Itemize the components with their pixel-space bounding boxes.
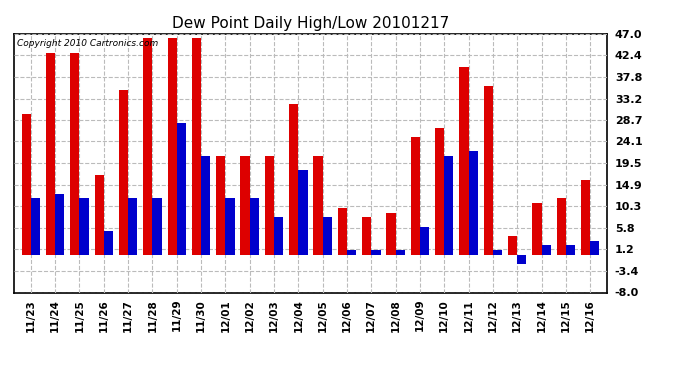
Bar [347, 250, 356, 255]
Bar [420, 226, 429, 255]
Bar [226, 198, 235, 255]
Bar [31, 198, 40, 255]
Bar [46, 53, 55, 255]
Text: Copyright 2010 Cartronics.com: Copyright 2010 Cartronics.com [17, 39, 158, 48]
Bar [566, 246, 575, 255]
Bar [250, 198, 259, 255]
Bar [542, 246, 551, 255]
Bar [469, 152, 477, 255]
Bar [119, 90, 128, 255]
Bar [70, 53, 79, 255]
Bar [79, 198, 89, 255]
Bar [411, 137, 420, 255]
Title: Dew Point Daily High/Low 20101217: Dew Point Daily High/Low 20101217 [172, 16, 449, 31]
Bar [323, 217, 332, 255]
Bar [128, 198, 137, 255]
Bar [104, 231, 113, 255]
Bar [313, 156, 323, 255]
Bar [152, 198, 161, 255]
Bar [274, 217, 284, 255]
Bar [265, 156, 274, 255]
Bar [484, 86, 493, 255]
Bar [192, 39, 201, 255]
Bar [337, 208, 347, 255]
Bar [557, 198, 566, 255]
Bar [493, 250, 502, 255]
Bar [435, 128, 444, 255]
Bar [177, 123, 186, 255]
Bar [21, 114, 31, 255]
Bar [386, 213, 395, 255]
Bar [460, 67, 469, 255]
Bar [55, 194, 64, 255]
Bar [444, 156, 453, 255]
Bar [532, 203, 542, 255]
Bar [216, 156, 226, 255]
Bar [95, 175, 103, 255]
Bar [508, 236, 518, 255]
Bar [371, 250, 381, 255]
Bar [395, 250, 405, 255]
Bar [518, 255, 526, 264]
Bar [590, 241, 600, 255]
Bar [240, 156, 250, 255]
Bar [362, 217, 371, 255]
Bar [289, 104, 298, 255]
Bar [298, 170, 308, 255]
Bar [168, 39, 177, 255]
Bar [144, 39, 152, 255]
Bar [581, 180, 590, 255]
Bar [201, 156, 210, 255]
